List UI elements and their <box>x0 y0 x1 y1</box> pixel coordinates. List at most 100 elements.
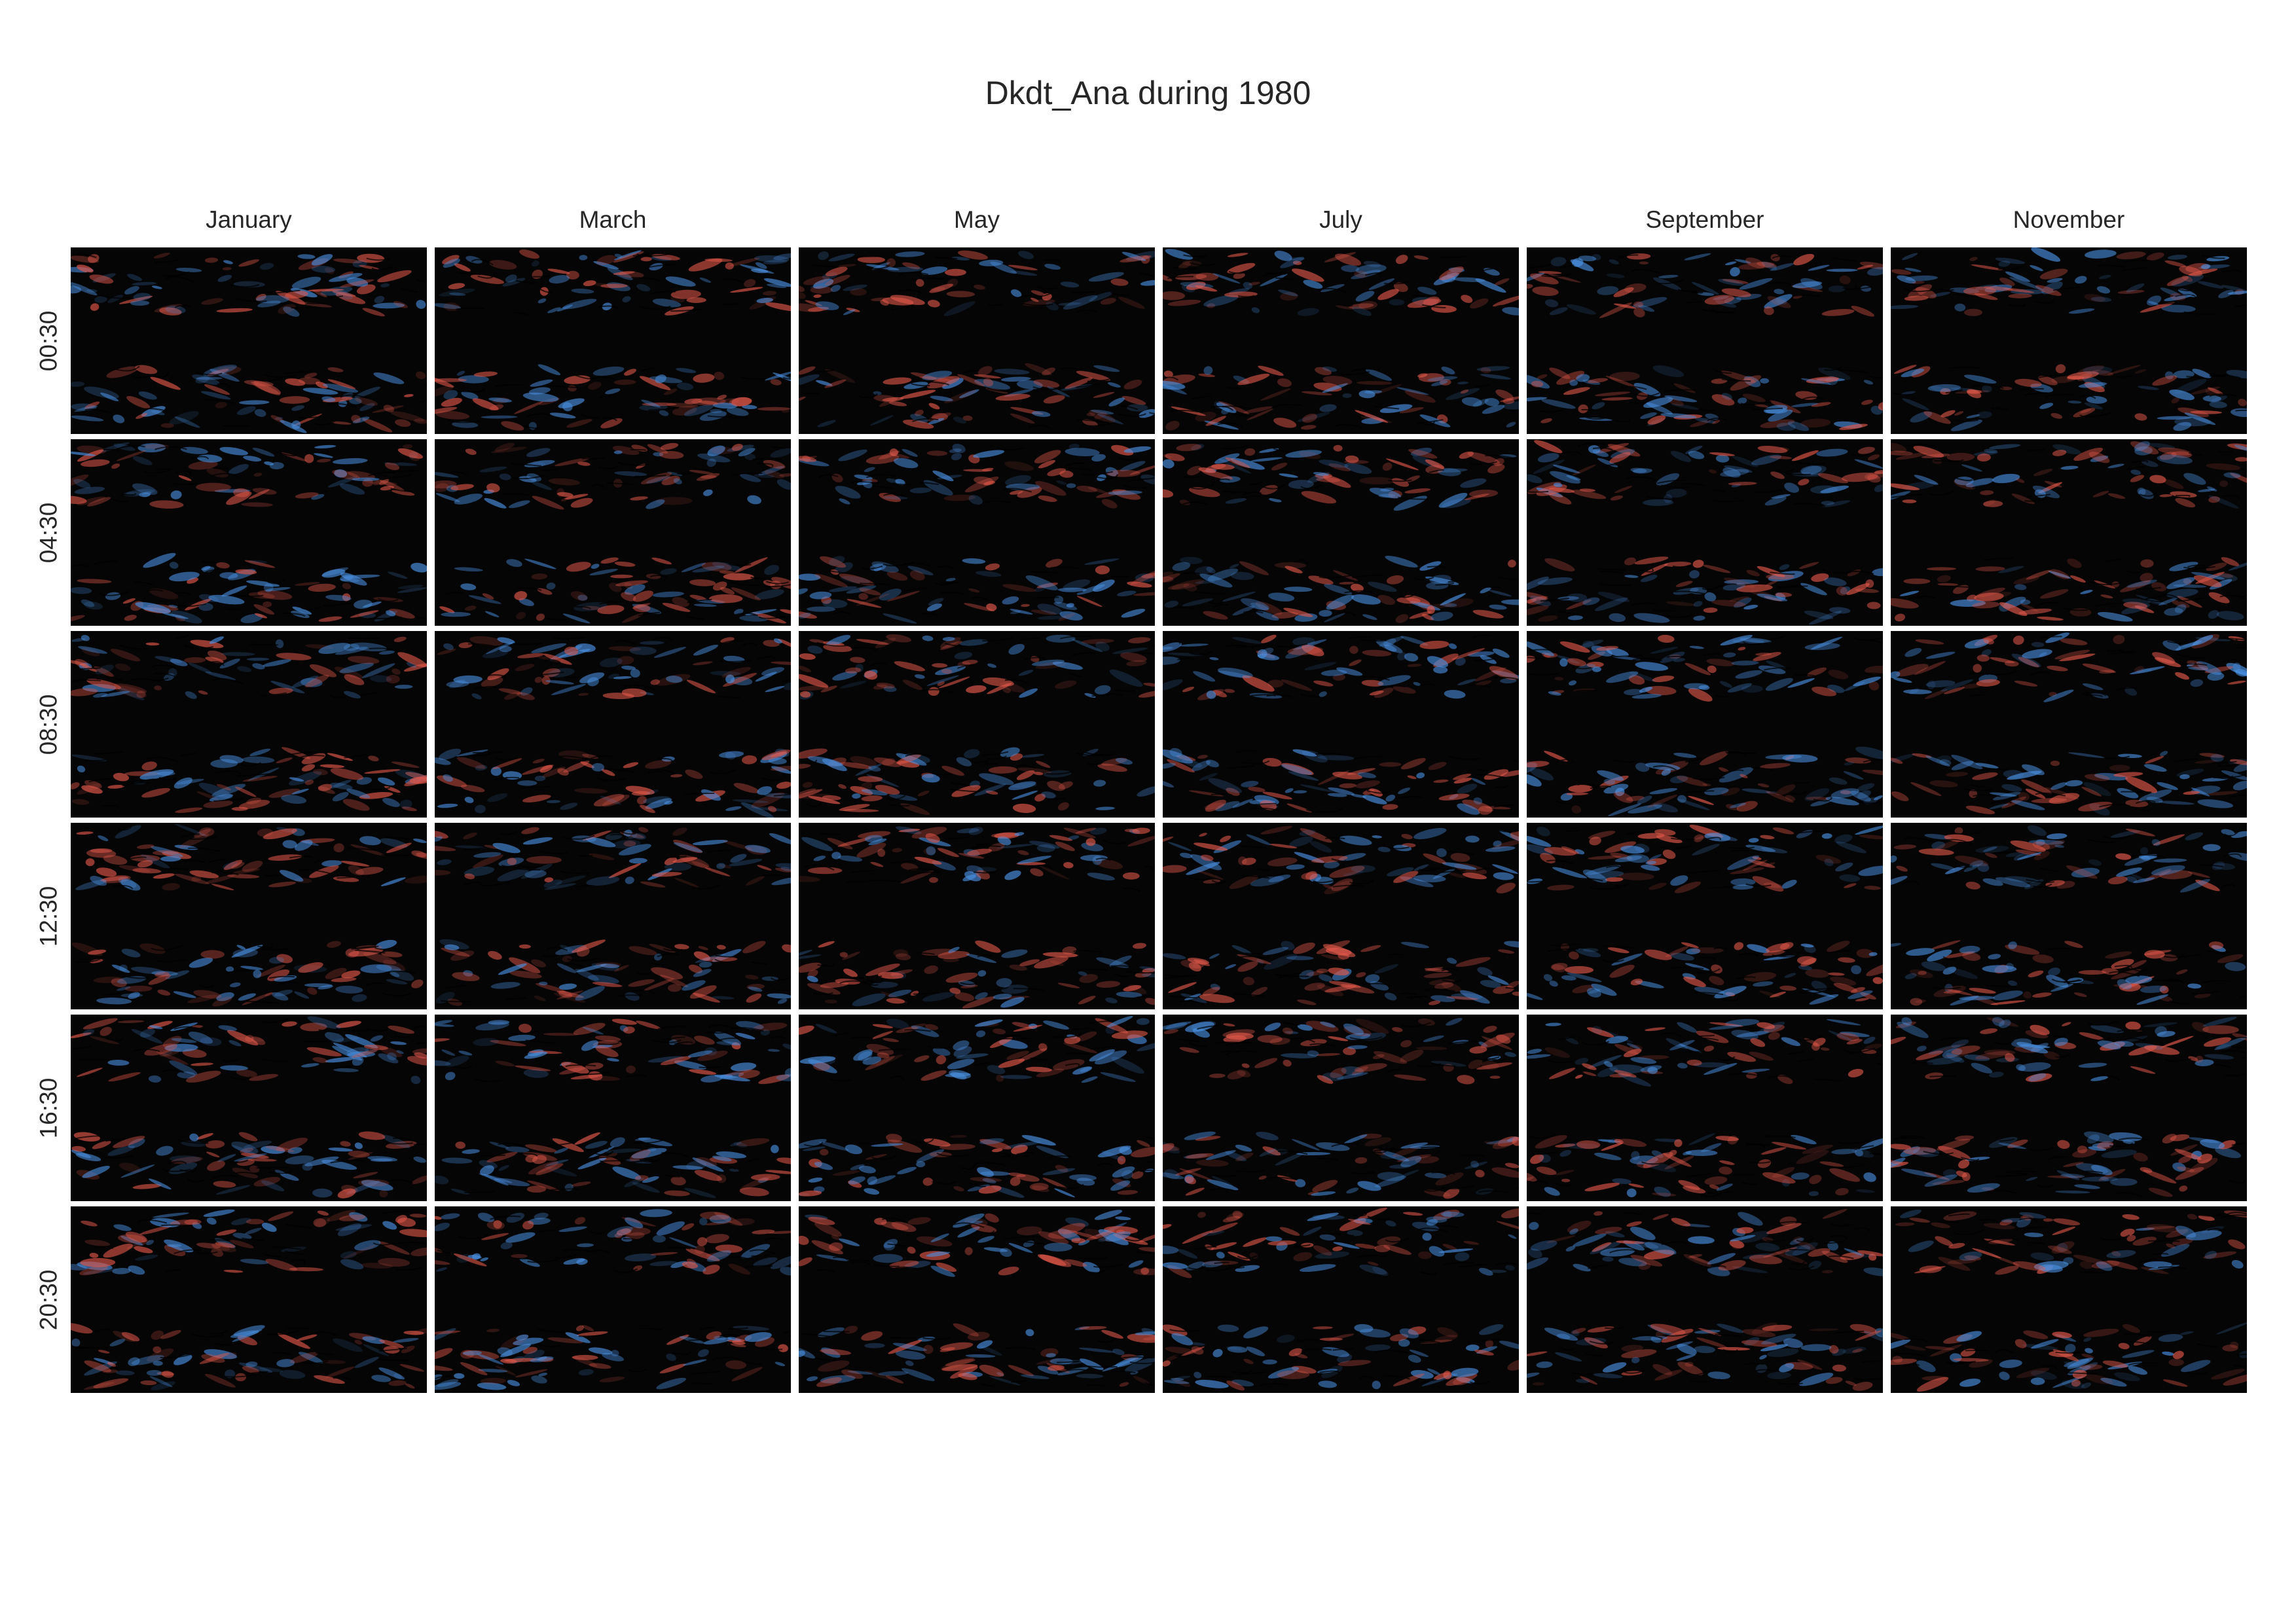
anomaly-mark <box>632 604 662 614</box>
anomaly-mark <box>608 646 642 651</box>
anomaly-mark <box>261 1146 285 1154</box>
anomaly-mark <box>710 670 741 676</box>
anomaly-mark <box>1746 569 1760 577</box>
anomaly-mark <box>1430 995 1455 1002</box>
anomaly-mark <box>640 641 665 645</box>
anomaly-mark <box>1609 613 1626 623</box>
anomaly-mark <box>673 478 682 484</box>
anomaly-mark <box>351 1049 378 1058</box>
anomaly-mark <box>1745 844 1776 852</box>
filament-mark <box>1973 794 2001 797</box>
filament-mark <box>416 616 427 620</box>
anomaly-mark <box>2041 281 2063 295</box>
filament-mark <box>649 575 668 579</box>
anomaly-mark <box>1910 782 1942 797</box>
anomaly-mark <box>916 1161 926 1168</box>
anomaly-mark <box>1346 1187 1359 1194</box>
anomaly-mark <box>2046 833 2068 840</box>
anomaly-mark <box>585 837 616 848</box>
filament-mark <box>1797 952 1817 955</box>
anomaly-mark <box>1465 494 1489 500</box>
panel-field <box>1527 634 1883 817</box>
anomaly-mark <box>1434 982 1454 989</box>
anomaly-mark <box>928 403 940 410</box>
anomaly-mark <box>1072 639 1103 653</box>
filament-mark <box>632 990 656 994</box>
anomaly-mark <box>1857 783 1875 791</box>
panel-field <box>1527 824 1883 1005</box>
anomaly-mark <box>264 586 291 592</box>
anomaly-mark <box>517 692 535 700</box>
anomaly-mark <box>1425 576 1459 585</box>
filament-mark <box>539 850 568 855</box>
anomaly-mark <box>321 569 346 578</box>
filament-mark <box>970 845 1001 849</box>
anomaly-mark <box>685 769 703 779</box>
row-label-1630: 16:30 <box>29 1015 68 1201</box>
anomaly-mark <box>465 448 477 455</box>
panel-field <box>799 443 1155 624</box>
anomaly-mark <box>174 416 200 428</box>
anomaly-mark <box>243 456 262 462</box>
anomaly-mark <box>1297 308 1319 316</box>
filament-mark <box>1770 571 1795 575</box>
anomaly-mark <box>1341 264 1360 272</box>
anomaly-mark <box>738 1070 760 1079</box>
anomaly-mark <box>1288 479 1314 489</box>
anomaly-mark <box>386 610 396 617</box>
anomaly-mark <box>288 771 322 786</box>
anomaly-mark <box>1700 751 1729 766</box>
anomaly-mark <box>435 757 451 765</box>
filament-mark <box>1078 968 1108 971</box>
filament-mark <box>174 860 206 864</box>
anomaly-mark <box>1364 390 1383 394</box>
anomaly-mark <box>571 288 594 294</box>
anomaly-mark <box>2171 397 2180 404</box>
anomaly-mark <box>2050 760 2060 767</box>
filament-mark <box>2117 374 2134 378</box>
anomaly-mark <box>1461 295 1473 303</box>
filament-mark <box>1102 693 1123 697</box>
anomaly-mark <box>1309 840 1332 853</box>
anomaly-mark <box>248 489 270 499</box>
anomaly-mark <box>1572 464 1596 476</box>
anomaly-mark <box>2157 782 2178 790</box>
anomaly-mark <box>100 1026 112 1036</box>
anomaly-mark <box>276 653 312 660</box>
filament-mark <box>1429 469 1444 473</box>
anomaly-mark <box>536 613 545 621</box>
anomaly-mark <box>928 418 945 425</box>
anomaly-mark <box>1002 596 1019 605</box>
anomaly-mark <box>660 1056 691 1066</box>
filament-mark <box>155 446 187 450</box>
anomaly-mark <box>2223 472 2241 478</box>
filament-mark <box>2111 649 2134 655</box>
anomaly-mark <box>843 968 858 977</box>
anomaly-mark <box>120 1164 155 1178</box>
anomaly-mark <box>1891 450 1913 456</box>
anomaly-mark <box>982 1178 996 1183</box>
anomaly-mark <box>1647 415 1666 425</box>
filament-mark <box>905 753 932 757</box>
filament-mark <box>1740 401 1772 406</box>
filament-mark <box>347 637 380 640</box>
anomaly-mark <box>1372 1054 1385 1059</box>
anomaly-mark <box>1969 988 1996 994</box>
anomaly-mark <box>1760 835 1775 840</box>
anomaly-mark <box>387 1052 397 1060</box>
anomaly-mark <box>1592 254 1601 261</box>
anomaly-mark <box>107 1146 136 1156</box>
filament-mark <box>1294 560 1309 565</box>
anomaly-mark <box>108 1072 141 1082</box>
anomaly-mark <box>953 1046 972 1057</box>
filament-mark <box>512 1030 539 1035</box>
anomaly-mark <box>2014 584 2027 590</box>
anomaly-mark <box>355 867 384 875</box>
filament-mark <box>1880 651 1883 654</box>
anomaly-mark <box>2206 486 2217 492</box>
anomaly-mark <box>473 852 501 858</box>
anomaly-mark <box>947 278 958 287</box>
filament-mark <box>505 997 527 1000</box>
anomaly-mark <box>1368 278 1395 290</box>
filament-mark <box>1955 419 1978 422</box>
